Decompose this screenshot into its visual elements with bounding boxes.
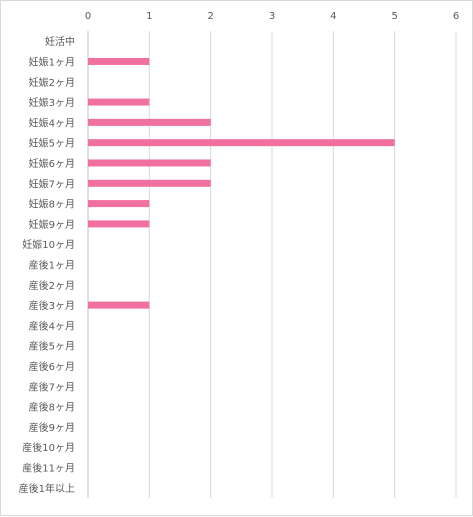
category-label: 産後6ヶ月 — [29, 360, 75, 373]
category-label: 妊娠9ヶ月 — [29, 218, 75, 231]
category-label: 妊娠7ヶ月 — [29, 177, 75, 190]
category-label: 産後4ヶ月 — [29, 319, 75, 332]
category-label: 産後1年以上 — [19, 482, 75, 495]
x-tick-label: 0 — [85, 11, 91, 22]
bar — [88, 200, 150, 208]
bar — [88, 57, 150, 65]
category-label: 産後10ヶ月 — [22, 441, 75, 454]
category-label: 産後7ヶ月 — [29, 380, 75, 393]
x-tick-label: 5 — [391, 11, 397, 22]
bar — [88, 139, 395, 147]
category-label: 産後1ヶ月 — [29, 259, 75, 272]
category-label: 妊娠8ヶ月 — [29, 198, 75, 211]
category-label: 妊娠1ヶ月 — [29, 55, 75, 68]
x-tick-label: 4 — [330, 11, 336, 22]
x-tick-label: 3 — [269, 11, 275, 22]
x-axis-ticks: 0 1 2 3 4 5 6 — [85, 11, 459, 22]
x-tick-label: 1 — [146, 11, 152, 22]
category-label: 妊娠4ヶ月 — [29, 116, 75, 129]
category-label: 妊娠3ヶ月 — [29, 96, 75, 109]
category-label: 産後9ヶ月 — [29, 421, 75, 434]
bar — [88, 220, 150, 228]
bar — [88, 98, 150, 106]
category-label: 妊活中 — [45, 35, 75, 48]
bar — [88, 118, 211, 126]
grid-lines — [87, 31, 457, 498]
category-label: 妊娠10ヶ月 — [22, 238, 75, 251]
category-label: 妊娠2ヶ月 — [29, 76, 75, 89]
x-tick-label: 2 — [207, 11, 213, 22]
category-label: 産後8ヶ月 — [29, 401, 75, 414]
bar — [88, 301, 150, 309]
bar — [88, 179, 211, 187]
category-label: 産後5ヶ月 — [29, 340, 75, 353]
x-tick-label: 6 — [453, 11, 459, 22]
category-label: 産後2ヶ月 — [29, 279, 75, 292]
bar — [88, 159, 211, 167]
category-label: 妊娠5ヶ月 — [29, 137, 75, 150]
category-label: 産後11ヶ月 — [22, 462, 75, 475]
bars — [88, 57, 395, 309]
y-axis-categories: 妊活中妊娠1ヶ月妊娠2ヶ月妊娠3ヶ月妊娠4ヶ月妊娠5ヶ月妊娠6ヶ月妊娠7ヶ月妊娠… — [19, 35, 75, 495]
category-label: 産後3ヶ月 — [29, 299, 75, 312]
category-label: 妊娠6ヶ月 — [29, 157, 75, 170]
